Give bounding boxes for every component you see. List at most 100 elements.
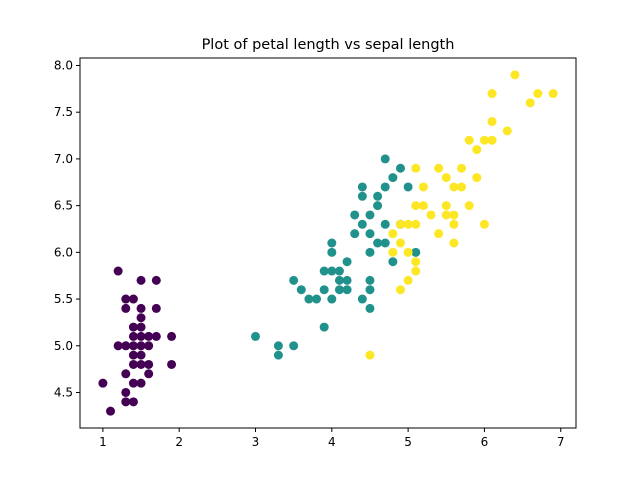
y-tick-label: 4.5 [54, 385, 73, 399]
x-tick-label: 7 [557, 435, 565, 449]
data-point [464, 201, 474, 211]
data-point [418, 182, 428, 192]
data-point [128, 294, 138, 304]
x-axis: 1 2 3 4 5 6 7 [99, 428, 565, 449]
data-point [167, 331, 177, 341]
data-point [144, 341, 154, 351]
data-point [144, 369, 154, 379]
data-point [121, 303, 131, 313]
data-point [121, 369, 131, 379]
y-tick-label: 8.0 [54, 58, 73, 72]
data-point [319, 266, 329, 276]
data-point [342, 257, 352, 267]
data-point [395, 219, 405, 229]
data-point [365, 275, 375, 285]
data-point [403, 219, 413, 229]
data-point [365, 210, 375, 220]
data-point [373, 201, 383, 211]
data-point [289, 341, 299, 351]
data-point [441, 173, 451, 183]
data-point [403, 247, 413, 257]
data-point [151, 275, 161, 285]
data-point [365, 229, 375, 239]
data-point [411, 266, 421, 276]
data-point [510, 70, 520, 80]
x-tick-label: 4 [328, 435, 336, 449]
data-point [434, 229, 444, 239]
data-point [136, 350, 146, 360]
data-point [357, 219, 367, 229]
data-point [121, 387, 131, 397]
data-point [128, 359, 138, 369]
data-point [373, 191, 383, 201]
data-point [342, 285, 352, 295]
data-point [365, 285, 375, 295]
data-point [373, 238, 383, 248]
data-point [418, 201, 428, 211]
y-tick-label: 7.5 [54, 105, 73, 119]
plot-frame [79, 57, 577, 429]
data-point [411, 201, 421, 211]
y-tick-label: 5.0 [54, 339, 73, 353]
points-layer [98, 70, 558, 416]
data-point [128, 341, 138, 351]
data-point [388, 247, 398, 257]
data-point [533, 89, 543, 99]
data-point [357, 191, 367, 201]
data-point [449, 219, 459, 229]
data-point [502, 126, 512, 136]
data-point [342, 275, 352, 285]
data-point [380, 154, 390, 164]
data-point [128, 322, 138, 332]
data-point [151, 331, 161, 341]
data-point [395, 285, 405, 295]
data-point [380, 238, 390, 248]
data-point [365, 303, 375, 313]
data-point [487, 117, 497, 127]
data-point [319, 322, 329, 332]
data-point [167, 359, 177, 369]
y-axis: 4.5 5.0 5.5 6.0 6.5 7.0 7.5 8.0 [54, 58, 80, 399]
data-point [334, 275, 344, 285]
data-point [251, 331, 261, 341]
data-point [136, 331, 146, 341]
data-point [327, 238, 337, 248]
y-tick-label: 5.5 [54, 292, 73, 306]
data-point [350, 210, 360, 220]
data-point [479, 135, 489, 145]
data-point [388, 229, 398, 239]
x-tick-label: 3 [252, 435, 260, 449]
data-point [128, 397, 138, 407]
data-point [151, 303, 161, 313]
series-0 [98, 266, 177, 416]
data-point [113, 266, 123, 276]
data-point [136, 275, 146, 285]
data-point [273, 350, 283, 360]
data-point [411, 247, 421, 257]
data-point [113, 341, 123, 351]
data-point [365, 350, 375, 360]
data-point [121, 341, 131, 351]
data-point [312, 294, 322, 304]
data-point [449, 238, 459, 248]
x-tick-label: 6 [481, 435, 489, 449]
y-tick-label: 6.0 [54, 245, 73, 259]
y-tick-label: 6.5 [54, 199, 73, 213]
data-point [426, 210, 436, 220]
data-point [121, 294, 131, 304]
data-point [411, 219, 421, 229]
data-point [395, 163, 405, 173]
data-point [334, 285, 344, 295]
data-point [327, 266, 337, 276]
data-point [136, 341, 146, 351]
data-point [395, 238, 405, 248]
data-point [457, 182, 467, 192]
x-tick-label: 2 [175, 435, 183, 449]
data-point [434, 163, 444, 173]
data-point [464, 135, 474, 145]
series-2 [365, 70, 558, 360]
data-point [388, 173, 398, 183]
data-point [548, 89, 558, 99]
data-point [128, 331, 138, 341]
